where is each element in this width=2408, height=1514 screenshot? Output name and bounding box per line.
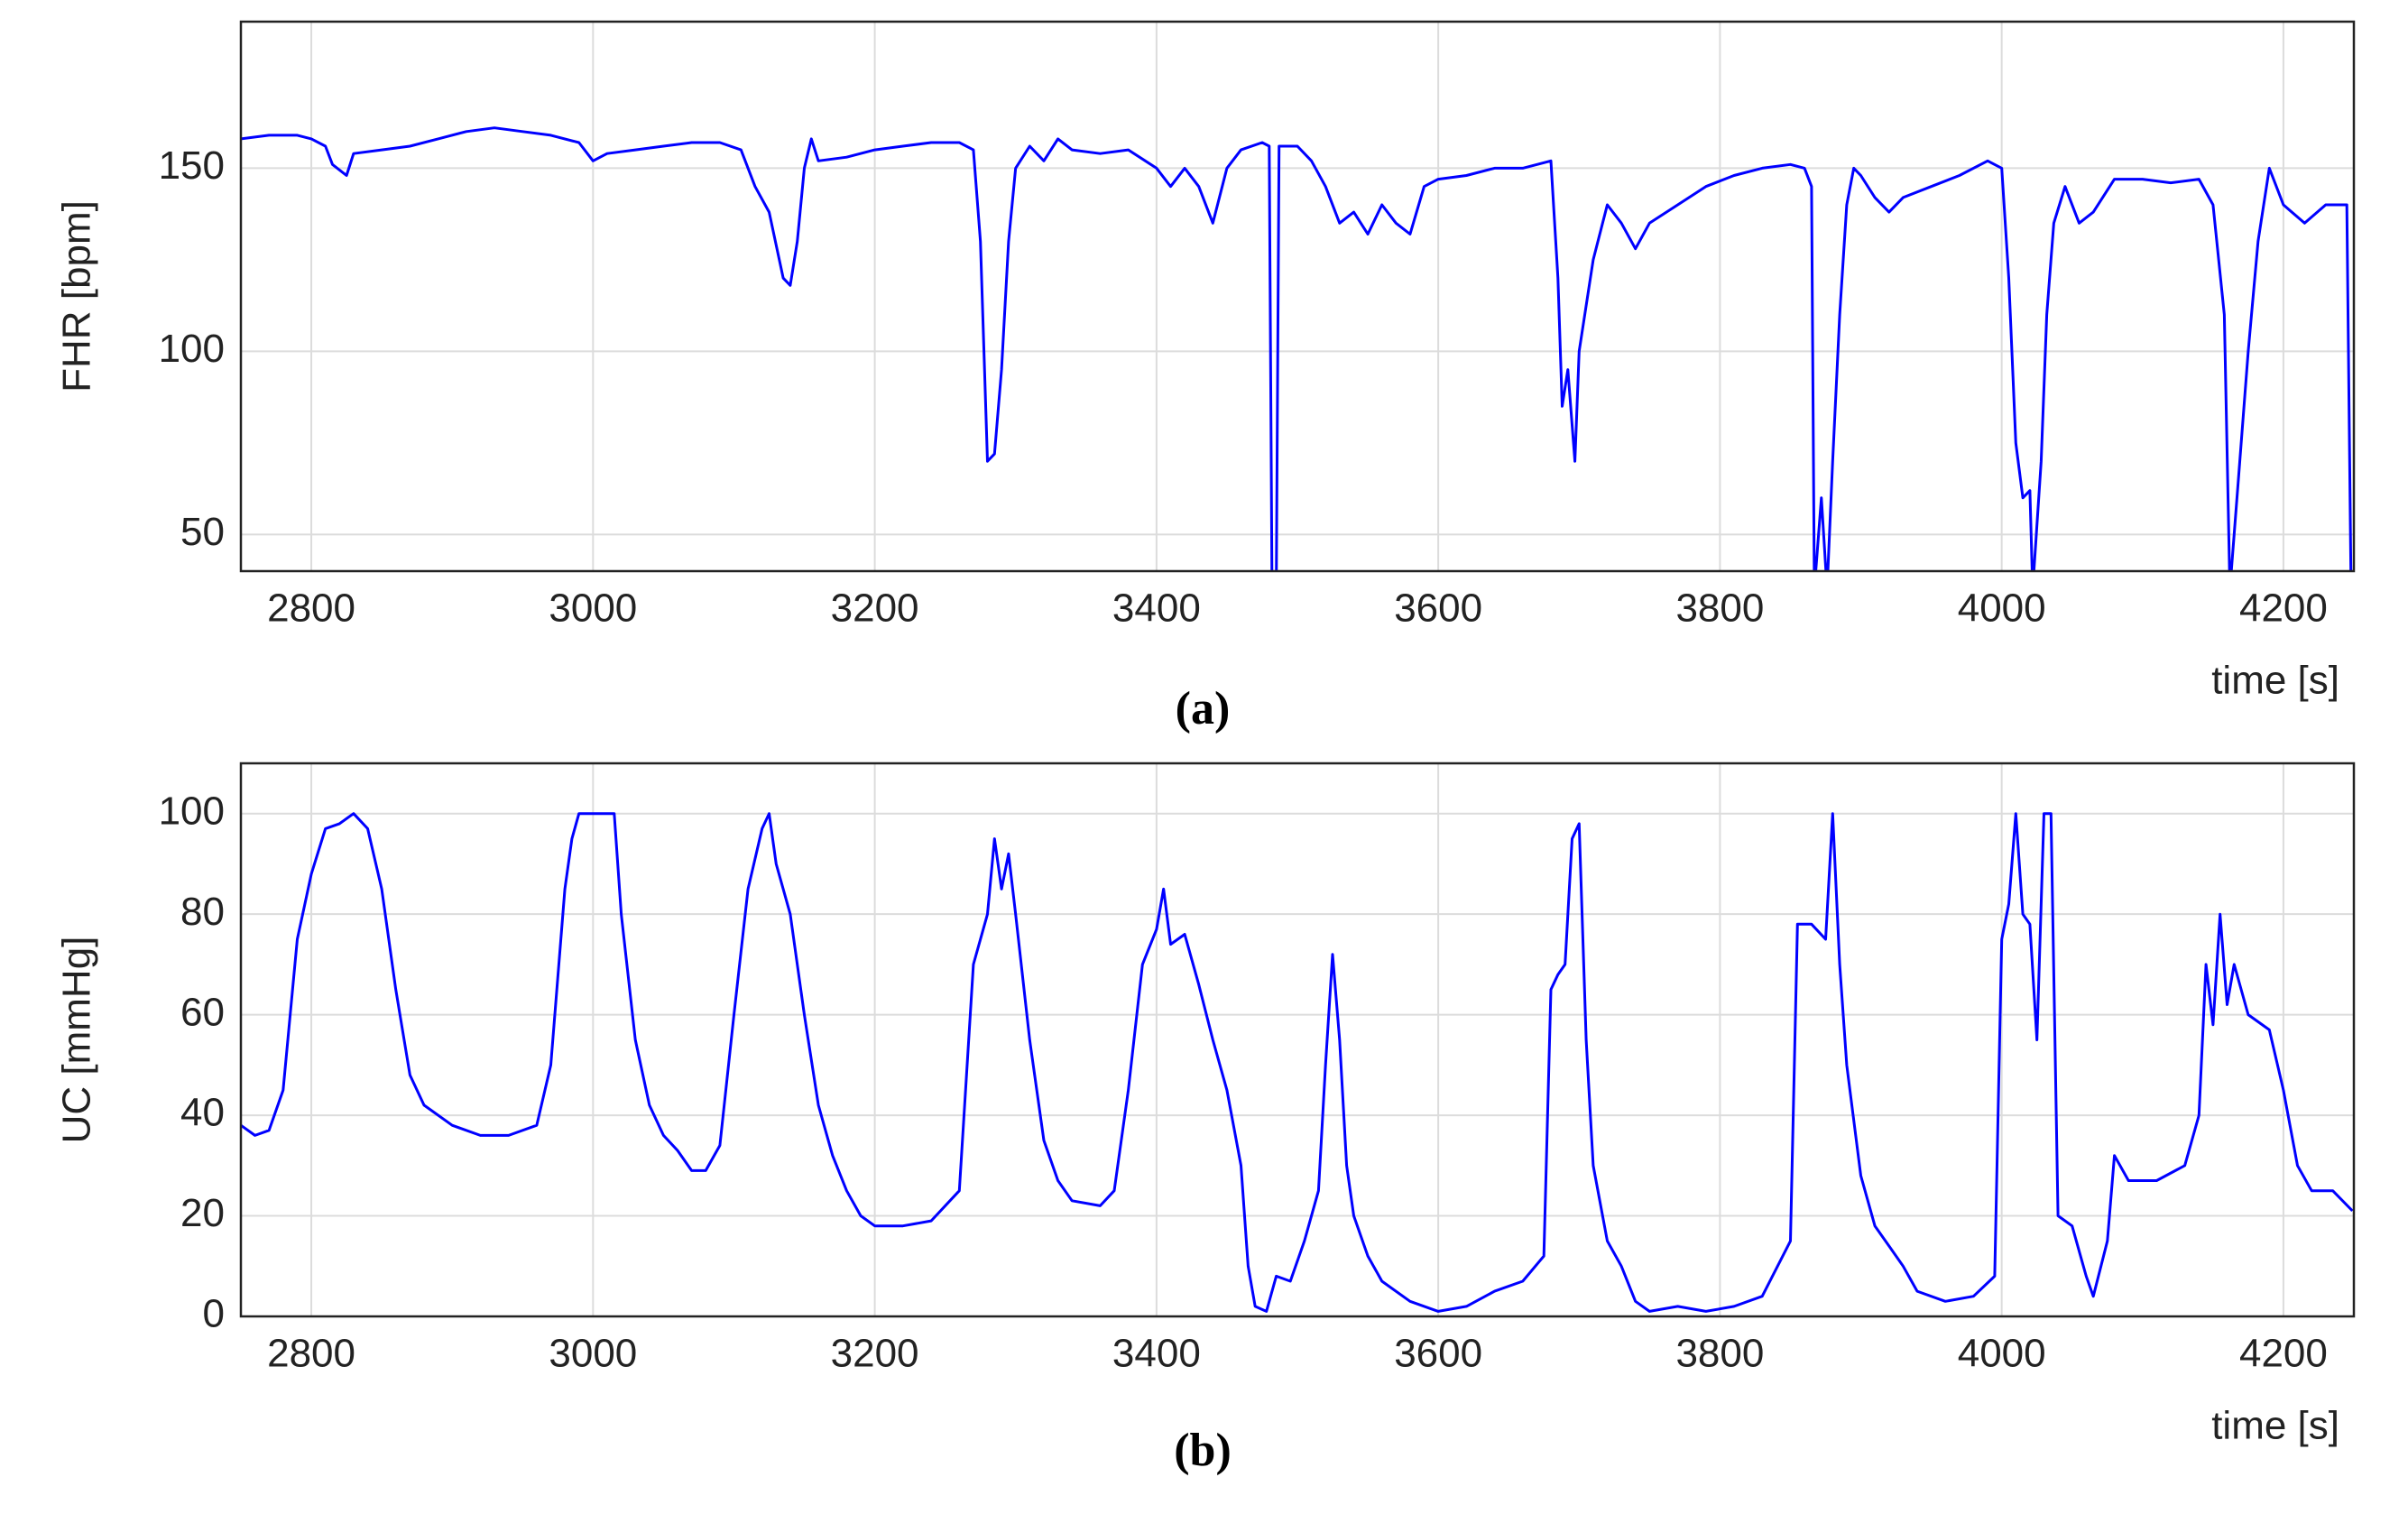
x-tick-label: 3400	[1112, 586, 1201, 631]
y-axis-label: FHR [bpm]	[55, 200, 99, 392]
y-tick-label: 40	[180, 1091, 225, 1135]
x-tick-label: 3800	[1675, 1332, 1764, 1376]
y-axis-label: UC [mmHg]	[55, 937, 99, 1144]
panel-caption: (a)	[1176, 683, 1231, 734]
x-tick-label: 3000	[549, 1332, 637, 1376]
x-tick-label: 3600	[1394, 1332, 1482, 1376]
chart-panel: 2800 3000 3200 3400 3600 3800 4000 4200 0 20 40 60 8…	[55, 762, 2356, 1476]
y-tick-label: 0	[203, 1292, 225, 1336]
chart-panel: 2800 3000 3200 3400 3600 3800 4000 4200 50 100 150…	[55, 20, 2356, 734]
x-tick-label: 2800	[267, 586, 355, 631]
y-tick-label: 150	[159, 143, 225, 188]
y-tick-label: 20	[180, 1191, 225, 1235]
x-tick-label: 3200	[831, 586, 919, 631]
y-tick-label: 80	[180, 890, 225, 934]
x-tick-label: 3200	[831, 1332, 919, 1376]
x-tick-label: 4200	[2239, 586, 2328, 631]
x-tick-label: 2800	[267, 1332, 355, 1376]
y-tick-label: 60	[180, 990, 225, 1034]
y-tick-label: 100	[159, 789, 225, 833]
x-axis-label: time [s]	[2211, 659, 2339, 703]
x-tick-label: 4000	[1958, 586, 2046, 631]
axes-frame	[239, 762, 2356, 1318]
y-tick-label: 100	[159, 327, 225, 371]
x-tick-label: 3000	[549, 586, 637, 631]
x-axis-label: time [s]	[2211, 1404, 2339, 1448]
x-tick-label: 3600	[1394, 586, 1482, 631]
x-tick-label: 4000	[1958, 1332, 2046, 1376]
x-tick-label: 3400	[1112, 1332, 1201, 1376]
plot-area	[241, 22, 2354, 571]
x-tick-label: 3800	[1675, 586, 1764, 631]
x-tick-label: 4200	[2239, 1332, 2328, 1376]
data-line	[241, 812, 2354, 1313]
data-line	[241, 126, 2353, 571]
axes-frame	[239, 20, 2356, 573]
panel-caption: (b)	[1174, 1425, 1232, 1476]
y-tick-label: 50	[180, 510, 225, 554]
